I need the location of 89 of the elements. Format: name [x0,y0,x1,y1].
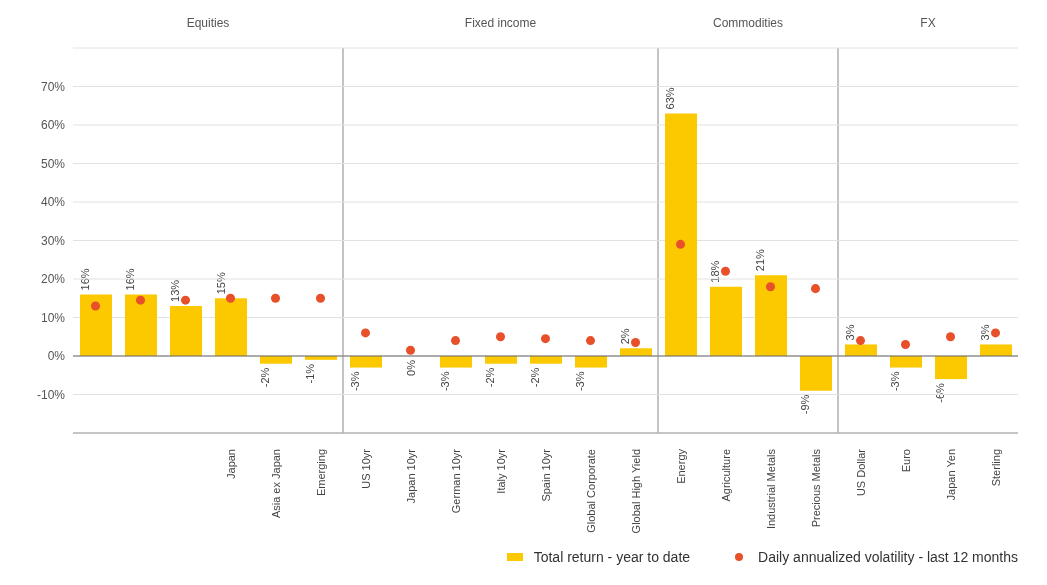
data-label: -3% [439,371,452,392]
point [585,336,596,346]
bar [350,356,382,368]
data-label: 16% [124,268,137,291]
point [630,338,641,348]
text: Fixed income [463,16,538,30]
point [540,334,551,344]
data-label: 3% [979,324,992,341]
x-tick-label: Emerging [314,449,327,497]
bar [800,356,832,391]
y-tick-label: -10% [36,387,66,402]
data-label: -2% [484,367,497,388]
text: Commodities [712,16,784,30]
point [900,339,911,349]
data-label: 16% [79,268,92,291]
data-label: 3% [844,324,857,341]
bar [80,294,112,356]
data-label: 0% [404,359,417,376]
y-tick-label: 0% [47,349,66,364]
bar [125,294,157,356]
data-label: 2% [619,328,632,345]
point [90,301,101,311]
bar [710,286,742,356]
y-tick-label: 20% [40,272,66,287]
point [405,345,416,355]
y-tick-label: 30% [40,233,66,248]
x-tick-label: Industrial Metals [764,448,777,530]
point [675,239,686,249]
data-label: -3% [889,371,902,392]
data-label: -2% [259,367,272,388]
point [225,293,236,303]
bar [845,344,877,356]
data-label: 18% [709,260,722,283]
data-label: 13% [169,279,182,302]
data-label: 15% [214,272,227,295]
bar [170,305,202,356]
data-label: 21% [754,248,767,272]
data-label: -1% [304,363,317,384]
bar [665,113,697,356]
data-label: -2% [529,367,542,388]
x-tick-label: Japan [224,449,237,479]
x-tick-label: Japan 10yr [404,448,417,504]
point [495,332,506,342]
y-tick-label: 40% [40,195,66,210]
x-tick-label: US Dollar [854,448,867,497]
data-label: -3% [574,371,587,392]
x-tick-label: Euro [899,449,912,473]
point [855,336,866,346]
bar [215,298,247,356]
x-tick-label: Energy [674,448,687,484]
y-tick-label: 10% [40,310,66,325]
x-tick-label: Spain 10yr [539,448,552,502]
bar [755,275,787,356]
text: Equities [185,16,231,30]
point [990,328,1001,338]
point [270,293,281,303]
data-label: -3% [349,371,362,392]
point [810,284,821,294]
x-tick-label: Global Corporate [584,449,597,533]
legend-label: Total return - year to date [533,549,691,565]
bar [440,356,472,368]
x-tick-label: German 10yr [449,448,462,514]
point [450,336,461,346]
x-tick-label: Italy 10yr [494,448,507,494]
bar [935,356,967,380]
data-label: 63% [664,87,677,110]
point [360,328,371,338]
point [180,295,191,305]
bar [980,344,1012,356]
point [135,295,146,305]
x-tick-label: Sterling [989,449,1002,487]
x-tick-label: Japan Yen [944,449,957,501]
y-tick-label: 60% [40,118,66,133]
point [765,282,776,292]
x-tick-label: Global High Yield [629,449,642,534]
point [720,266,731,276]
point [945,332,956,342]
point [315,293,326,303]
y-tick-label: 50% [40,156,66,171]
bar [575,356,607,368]
x-tick-label: Agriculture [719,449,732,502]
bar [890,356,922,368]
x-tick-label: US 10yr [359,448,372,489]
x-tick-label: Asia ex Japan [269,449,282,519]
y-tick-label: 70% [40,79,66,94]
x-tick-label: Precious Metals [809,448,822,528]
text: FX [919,16,937,30]
legend-label: Daily annualized volatility - last 12 months [758,549,1018,565]
data-label: -9% [799,394,812,415]
